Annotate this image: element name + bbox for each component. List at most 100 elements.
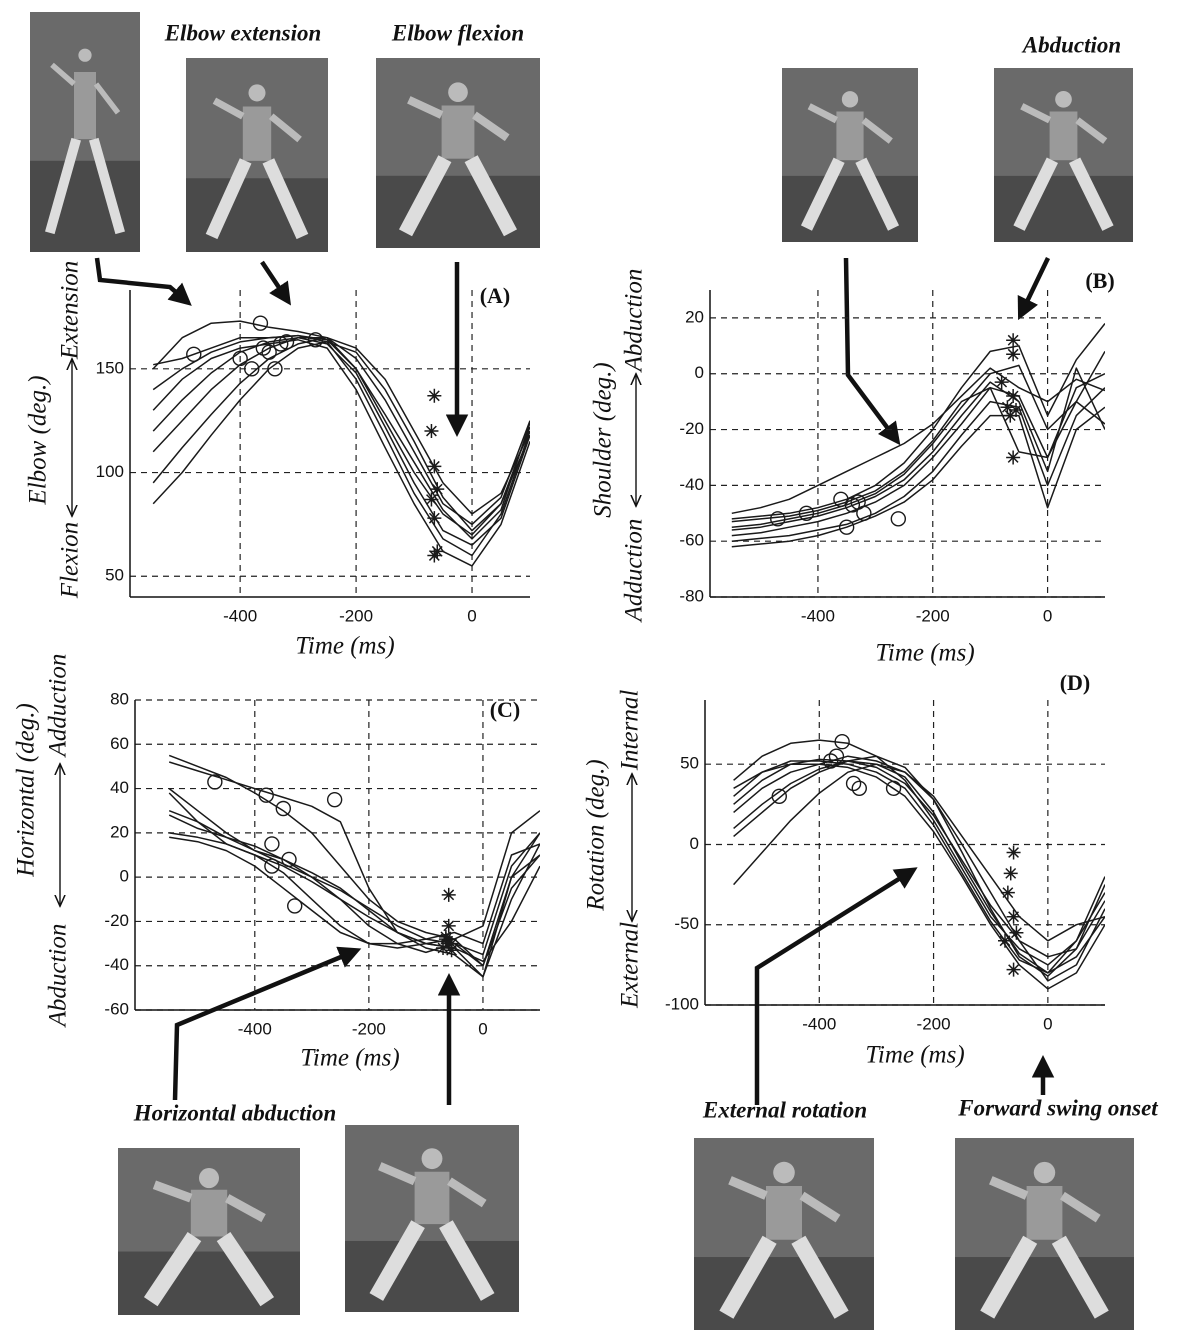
- player-arms: [212, 97, 302, 143]
- photo-floor: [994, 175, 1133, 242]
- circle-marker: [207, 774, 223, 790]
- player-head: [78, 48, 92, 62]
- y-tick-label: 80: [110, 689, 129, 708]
- traces: [731, 323, 1105, 548]
- trace-line: [731, 406, 1105, 548]
- y-tick-label: -80: [679, 586, 704, 605]
- circle-marker: [828, 748, 845, 764]
- trace-line: [733, 760, 1105, 974]
- circle-marker: [834, 734, 850, 750]
- panel-title: (B): [1085, 268, 1114, 293]
- panel: 50 100 150 -400 -200 0 (A) Time (ms) Elbow (deg.…: [25, 261, 530, 660]
- photo: [118, 1148, 300, 1315]
- circle-marker: [267, 361, 283, 377]
- y-tick-label: -40: [104, 955, 129, 974]
- circle-marker: [307, 332, 324, 348]
- player-head: [1055, 90, 1072, 108]
- traces: [168, 754, 540, 978]
- panel: -100 -50 0 50 -400 -200 0 (D) Time (ms) Rotation …: [583, 670, 1105, 1069]
- x-tick-label: -400: [238, 1019, 272, 1038]
- star-marker: [1003, 866, 1018, 881]
- star-marker: [441, 936, 456, 951]
- x-tick-label: -400: [801, 606, 835, 625]
- photo-floor: [694, 1257, 874, 1330]
- star-marker: [998, 933, 1012, 948]
- player-torso: [836, 111, 864, 161]
- circle-marker: [890, 511, 907, 527]
- y-tick-label: 150: [96, 358, 124, 377]
- photo: [955, 1138, 1134, 1330]
- star-marker: [1009, 403, 1024, 418]
- photo-floor: [118, 1251, 300, 1315]
- trace-line: [152, 336, 530, 515]
- player-head: [421, 1148, 443, 1170]
- player-torso: [190, 1189, 228, 1237]
- circle-marker: [258, 787, 274, 803]
- trace-line: [731, 387, 1105, 542]
- trace-line: [152, 339, 530, 567]
- photo: [376, 58, 540, 248]
- player-legs: [143, 1231, 275, 1307]
- trace-line: [168, 754, 540, 940]
- y-tick-label: 100: [96, 462, 124, 481]
- trace-line: [731, 373, 1105, 537]
- circle-marker: [252, 315, 269, 331]
- circle-marker: [275, 800, 292, 817]
- player-arms: [1020, 103, 1108, 144]
- star-marker: [1006, 347, 1021, 362]
- photo: [694, 1138, 874, 1330]
- y-tick-label: -60: [104, 999, 129, 1018]
- circle-marker: [232, 350, 248, 367]
- star-marker: [1006, 450, 1021, 465]
- star-marker: [427, 459, 442, 474]
- x-tick-label: -200: [917, 1014, 951, 1033]
- trace-line: [152, 334, 530, 557]
- trace-line: [733, 760, 1105, 974]
- player-legs: [45, 137, 125, 235]
- caption: Forward swing onset: [957, 1095, 1158, 1120]
- star-marker: [1006, 845, 1021, 860]
- y-tick-label: 40: [110, 778, 129, 797]
- caption: Abduction: [1021, 32, 1121, 57]
- player-legs: [369, 1220, 495, 1301]
- trace-line: [168, 761, 540, 963]
- player-legs: [719, 1235, 849, 1319]
- caption: Elbow extension: [164, 20, 322, 45]
- photo: [994, 68, 1133, 242]
- player-head: [448, 82, 468, 103]
- player-legs: [800, 157, 900, 231]
- y-axis-label-high: Internal: [617, 690, 644, 772]
- y-tick-label: -60: [679, 531, 704, 550]
- trace-line: [731, 367, 1105, 515]
- star-marker: [427, 388, 442, 403]
- star-marker: [430, 544, 445, 559]
- panel-title: (D): [1060, 670, 1091, 695]
- y-tick-label: 0: [695, 363, 704, 382]
- star-marker: [1006, 333, 1021, 348]
- x-tick-label: -200: [916, 606, 950, 625]
- circle-marker: [186, 346, 202, 363]
- player-legs: [205, 158, 309, 240]
- photo-floor: [186, 178, 328, 252]
- trace-line: [731, 351, 1105, 528]
- x-tick-label: 0: [1043, 1014, 1052, 1033]
- y-tick-label: 50: [105, 566, 124, 585]
- x-tick-label: -200: [352, 1019, 386, 1038]
- panel-title: (A): [480, 283, 511, 308]
- x-tick-label: -400: [223, 606, 257, 625]
- player-arms: [152, 1180, 266, 1223]
- y-axis-label: Horizontal (deg.): [13, 703, 40, 878]
- y-axis-label-low: Flexion: [57, 522, 84, 599]
- star-marker: [438, 929, 453, 944]
- y-tick-label: -100: [665, 994, 699, 1013]
- trace-line: [168, 814, 540, 956]
- circle-marker: [770, 511, 786, 527]
- photo: [30, 12, 140, 252]
- circle-marker: [281, 851, 297, 868]
- photo-floor: [30, 160, 140, 252]
- arrow: [260, 260, 291, 306]
- star-marker: [1009, 925, 1024, 940]
- star-marker: [441, 918, 456, 933]
- star-marker: [444, 943, 459, 958]
- trace-line: [152, 336, 530, 546]
